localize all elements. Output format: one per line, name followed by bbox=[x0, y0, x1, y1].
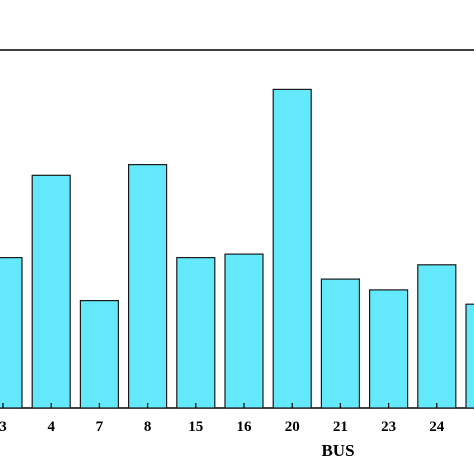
bar-15 bbox=[176, 257, 216, 409]
x-tick-label-4: 4 bbox=[47, 419, 55, 435]
bar-20 bbox=[272, 88, 312, 409]
x-tick-label-8: 8 bbox=[144, 419, 152, 435]
bar-23 bbox=[369, 289, 409, 409]
bar-21 bbox=[320, 278, 360, 409]
x-tick-label-7: 7 bbox=[96, 419, 104, 435]
x-tick-label-23: 23 bbox=[381, 419, 396, 435]
x-tick-label-21: 21 bbox=[333, 419, 348, 435]
x-axis-label: BUS bbox=[321, 441, 354, 460]
x-ticks-group bbox=[2, 403, 438, 408]
bar-extra-10 bbox=[465, 303, 474, 409]
x-tick-label-24: 24 bbox=[429, 419, 445, 435]
bar-3 bbox=[0, 257, 23, 409]
bar-24 bbox=[417, 264, 457, 409]
bars-group bbox=[0, 88, 474, 409]
bar-16 bbox=[224, 253, 264, 409]
x-tick-label-15: 15 bbox=[188, 419, 203, 435]
x-tick-label-16: 16 bbox=[237, 419, 253, 435]
bar-8 bbox=[128, 164, 168, 409]
x-tick-label-3: 3 bbox=[0, 419, 7, 435]
x-tick-labels-group: 3 4 7 8 15 16 20 21 23 24 bbox=[0, 419, 445, 435]
bar-4 bbox=[31, 174, 71, 409]
x-tick-label-20: 20 bbox=[285, 419, 300, 435]
bar-7 bbox=[79, 300, 120, 409]
